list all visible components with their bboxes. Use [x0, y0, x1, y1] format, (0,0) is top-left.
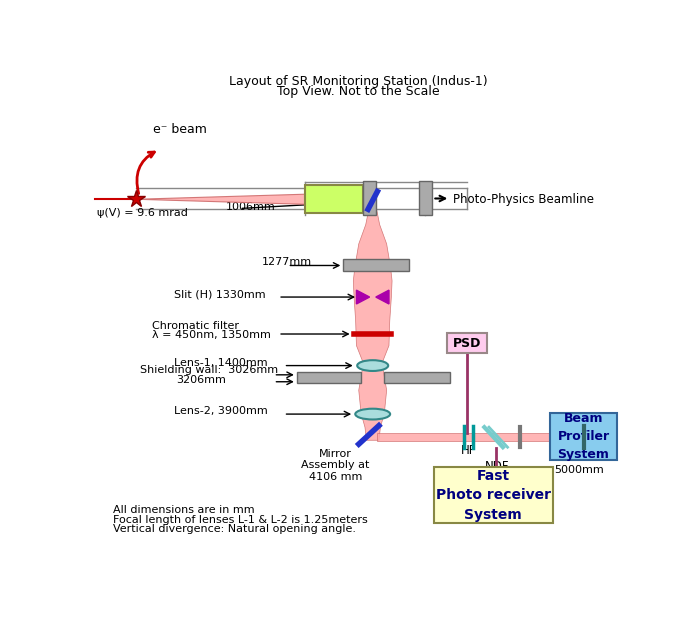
Text: Mirror
Assembly at
4106 mm: Mirror Assembly at 4106 mm	[301, 449, 370, 482]
Text: Vertical divergence: Natural opening angle.: Vertical divergence: Natural opening ang…	[113, 524, 356, 534]
Text: 3206mm: 3206mm	[176, 374, 227, 384]
Ellipse shape	[356, 409, 390, 419]
Text: All dimensions are in mm: All dimensions are in mm	[113, 505, 255, 515]
Text: e⁻ beam: e⁻ beam	[153, 123, 207, 136]
Polygon shape	[304, 184, 363, 213]
Text: NDF: NDF	[484, 460, 509, 473]
Polygon shape	[356, 290, 370, 304]
Text: PSD: PSD	[453, 337, 482, 350]
Text: Fast
Photo receiver
System: Fast Photo receiver System	[435, 469, 551, 522]
Text: Layout of SR Monitoring Station (Indus-1): Layout of SR Monitoring Station (Indus-1…	[230, 75, 488, 88]
Text: Chromatic filter: Chromatic filter	[152, 320, 239, 330]
Polygon shape	[384, 372, 450, 383]
Text: λ = 450nm, 1350mm: λ = 450nm, 1350mm	[152, 330, 271, 340]
Text: HF: HF	[461, 444, 477, 457]
Text: Lens-2, 3900mm: Lens-2, 3900mm	[174, 406, 268, 416]
Polygon shape	[363, 181, 376, 215]
Polygon shape	[550, 414, 617, 460]
Polygon shape	[297, 372, 361, 383]
Text: 1006mm: 1006mm	[225, 202, 275, 212]
Polygon shape	[377, 433, 603, 441]
Text: ψ(V) = 9.6 mrad: ψ(V) = 9.6 mrad	[97, 208, 188, 218]
Polygon shape	[419, 181, 433, 215]
Polygon shape	[434, 467, 552, 524]
Text: Top View. Not to the Scale: Top View. Not to the Scale	[277, 86, 440, 98]
Text: Beam
Profiler
System: Beam Profiler System	[557, 412, 610, 461]
Polygon shape	[376, 290, 389, 304]
Polygon shape	[343, 260, 409, 271]
Polygon shape	[136, 193, 368, 206]
Text: Photo-Physics Beamline: Photo-Physics Beamline	[454, 193, 594, 206]
Text: Focal length of lenses L-1 & L-2 is 1.25meters: Focal length of lenses L-1 & L-2 is 1.25…	[113, 515, 368, 525]
Text: 1277mm: 1277mm	[262, 258, 312, 268]
Polygon shape	[447, 333, 487, 353]
Text: 5000mm: 5000mm	[554, 465, 604, 476]
Text: Slit (H) 1330mm: Slit (H) 1330mm	[174, 289, 266, 299]
Polygon shape	[354, 209, 392, 440]
Text: Lens-1, 1400mm: Lens-1, 1400mm	[174, 358, 268, 368]
Text: Shielding wall:  3026mm: Shielding wall: 3026mm	[140, 365, 279, 375]
Ellipse shape	[357, 360, 388, 371]
